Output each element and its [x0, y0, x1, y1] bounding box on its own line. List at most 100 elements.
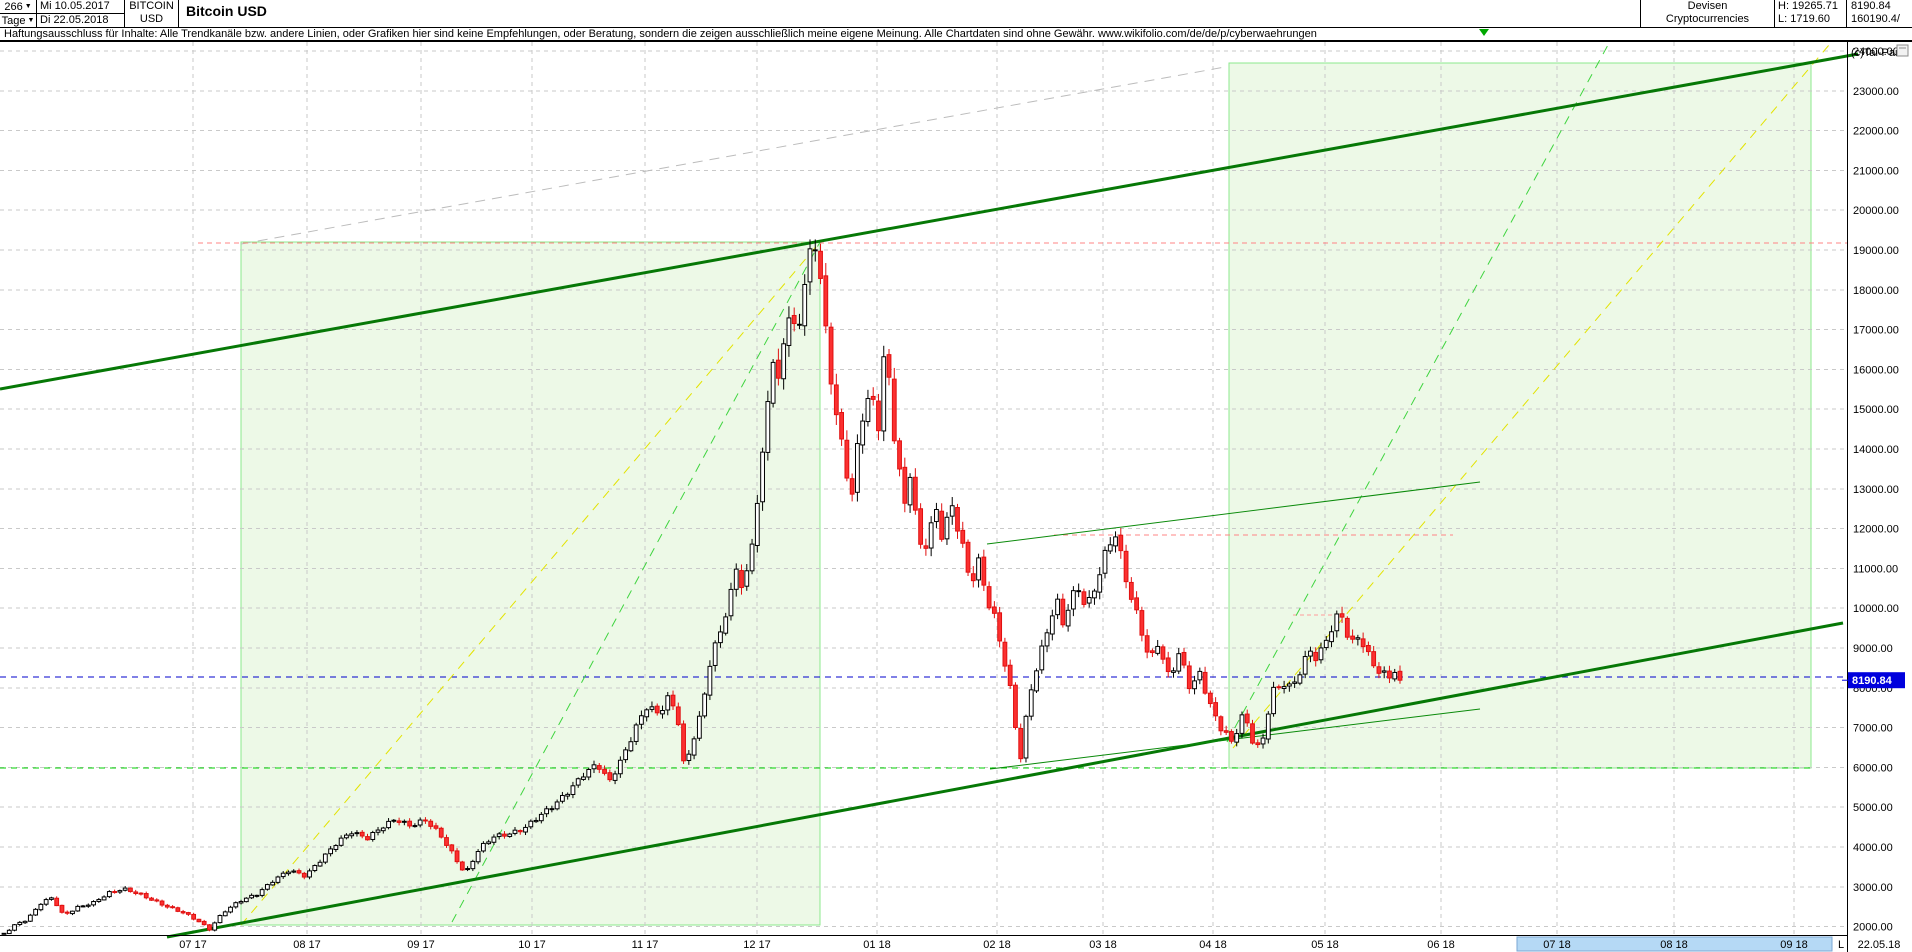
candle-body — [881, 356, 887, 432]
future-months-highlight[interactable] — [1516, 936, 1833, 952]
candle-body — [238, 901, 244, 904]
price-tick-label: 3000.00 — [1853, 882, 1893, 894]
candle-body — [812, 249, 818, 252]
projection-green-steep — [1226, 44, 1609, 743]
price-tick-label: 2000.00 — [1853, 922, 1893, 934]
price-tick-label: 24000.00 — [1853, 46, 1899, 58]
price-tick-label: 22000.00 — [1853, 126, 1899, 138]
candle-body — [1197, 670, 1203, 681]
bar-position-marker-icon — [1479, 29, 1489, 36]
last-price-marker: 8190.84 — [1842, 672, 1905, 689]
candle-body — [823, 275, 829, 327]
candle-body — [1165, 657, 1171, 673]
candle-body — [528, 820, 534, 828]
candle-body — [101, 896, 107, 901]
candle-body — [133, 891, 139, 894]
restore-box-icon[interactable] — [1896, 44, 1909, 57]
candle-body — [934, 508, 939, 523]
disclaimer-text: Haftungsausschluss für Inhalte: Alle Tre… — [0, 27, 1912, 41]
candle-body — [912, 476, 918, 511]
candle-body — [1281, 686, 1287, 689]
candle-body — [1113, 536, 1118, 547]
candle-body — [665, 695, 671, 711]
candle-body — [533, 819, 539, 823]
candle-body — [307, 870, 312, 878]
candle-body — [644, 709, 650, 718]
candle-body — [1160, 646, 1166, 660]
candle-body — [918, 508, 924, 545]
candle-body — [1123, 550, 1129, 583]
high-low-cell: H: 19265.71 L: 1719.60 — [1775, 0, 1847, 27]
candle-body — [991, 606, 997, 614]
candle-body — [459, 861, 465, 871]
candle-body — [438, 827, 444, 838]
high-value: H: 19265.71 — [1778, 0, 1838, 12]
date-from: Mi 10.05.2017 — [37, 0, 125, 14]
candle-body — [976, 557, 981, 581]
candle-body — [470, 860, 476, 870]
candle-body — [1139, 610, 1145, 636]
candle-body — [1065, 609, 1071, 627]
candle-body — [301, 872, 307, 878]
candle-body — [907, 476, 913, 506]
candle-body — [380, 827, 386, 832]
candle-body — [106, 891, 112, 898]
candle-body — [1239, 714, 1245, 734]
symbol-name: BITCOIN — [129, 0, 174, 12]
date-tick-label: 05 18 — [1311, 939, 1339, 951]
candle-body — [749, 543, 755, 572]
candle-body — [744, 570, 750, 587]
candle-body — [291, 870, 297, 873]
candle-body — [38, 903, 44, 911]
candle-body — [1381, 670, 1387, 673]
date-axis-labels: 07 17 08 17 09 17 10 17 11 17 12 17 01 18 02 18… — [179, 939, 1900, 951]
period-dropdown[interactable]: Tage ▼ — [0, 14, 37, 27]
trendlines-over — [0, 52, 1859, 939]
candle-body — [949, 505, 955, 517]
candle-body — [1286, 683, 1292, 687]
candle-body — [660, 710, 665, 715]
candle-body — [1013, 684, 1018, 728]
candle-body — [1039, 645, 1045, 671]
candle-body — [12, 924, 17, 931]
price-tick-label: 18000.00 — [1853, 285, 1899, 297]
category-line1: Devisen — [1687, 0, 1728, 12]
candle-body — [1250, 723, 1255, 744]
candle-body — [22, 920, 28, 924]
minor-trend-upper — [986, 481, 1481, 545]
chevron-down-icon: ▼ — [27, 17, 35, 24]
candle-body — [970, 573, 976, 582]
candle-body — [554, 801, 560, 810]
fan-yellow-to-peak — [240, 241, 821, 926]
candle-body — [733, 568, 739, 590]
candle-body — [1102, 549, 1108, 574]
candle-body — [412, 825, 418, 828]
major-channel-upper — [0, 52, 1859, 391]
candle-body — [128, 887, 133, 893]
candle-body — [965, 541, 971, 573]
candle-body — [1207, 692, 1213, 705]
candle-body — [1018, 727, 1024, 760]
candle-body — [570, 785, 576, 795]
candle-body — [775, 359, 781, 379]
candle-body — [718, 631, 723, 644]
candle-body — [1171, 670, 1176, 673]
candle-body — [222, 911, 228, 917]
candle-body — [59, 904, 65, 913]
candle-body — [760, 451, 765, 503]
candle-body — [1007, 664, 1013, 686]
candle-body — [1360, 638, 1366, 648]
candle-body — [1097, 574, 1103, 593]
trendlines-under — [0, 44, 1847, 926]
candle-body — [33, 908, 39, 916]
candle-body — [1302, 656, 1308, 675]
bars-count-dropdown[interactable]: 266 ▼ — [0, 0, 37, 14]
date-tick-label: 09 18 — [1780, 939, 1808, 951]
candle-body — [444, 837, 449, 846]
candle-body — [586, 769, 592, 778]
candle-body — [728, 588, 734, 617]
candle-body — [259, 889, 265, 896]
candle-body — [196, 918, 202, 923]
candle-body — [1070, 590, 1076, 610]
